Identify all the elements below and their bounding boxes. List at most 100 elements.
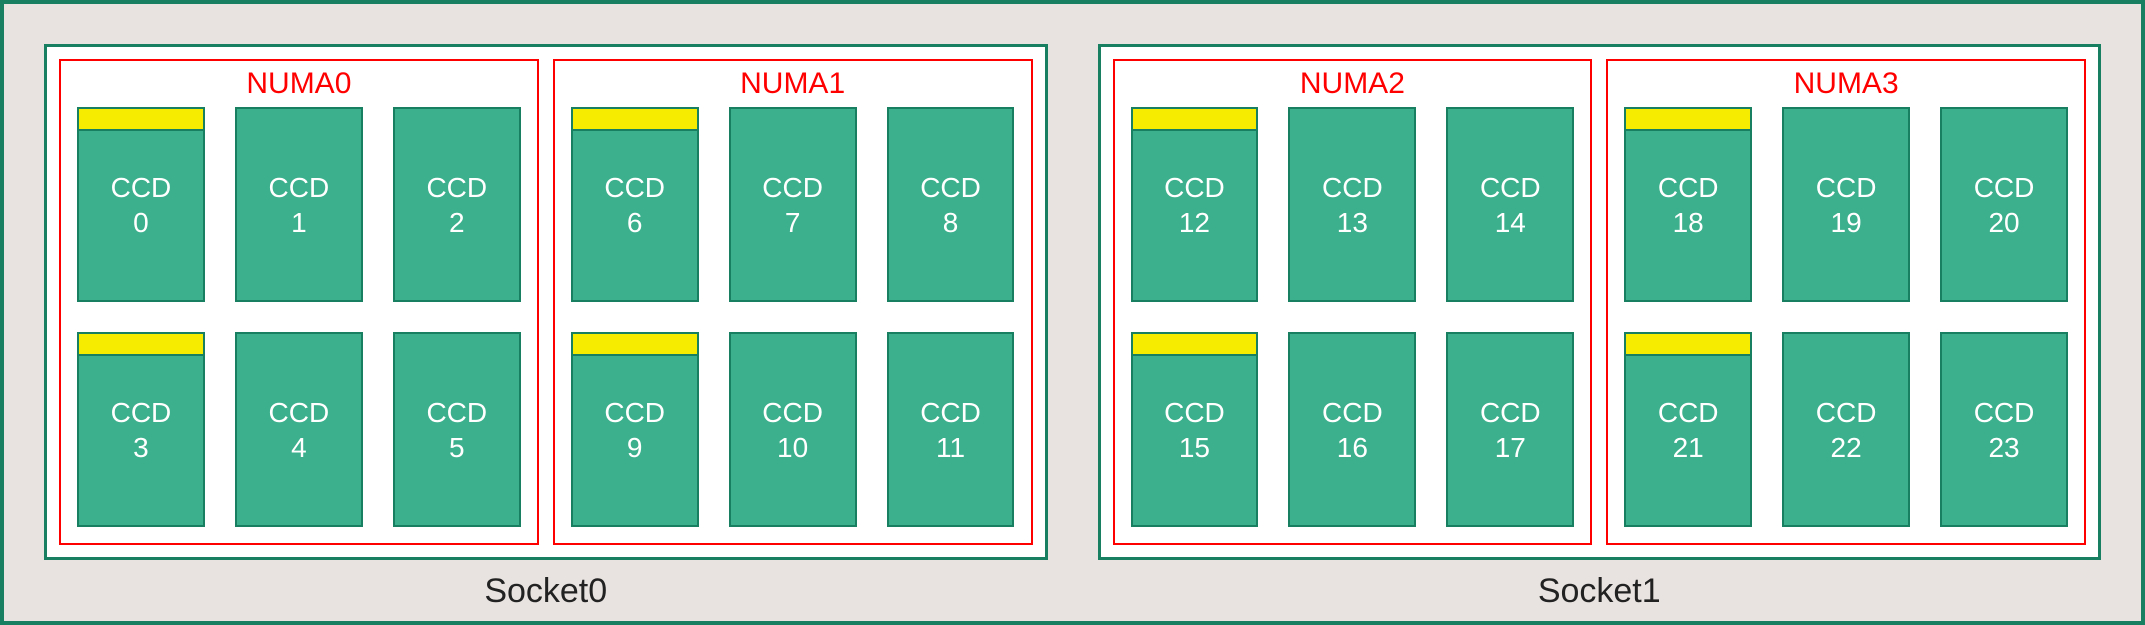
ccd-label: CCD2 [426, 170, 487, 240]
ccd-block: CCD12 [1131, 107, 1259, 302]
ccd-id: 21 [1658, 430, 1719, 465]
ccd-id: 19 [1816, 205, 1877, 240]
ccd-block: CCD23 [1940, 332, 2068, 527]
ccd-id: 16 [1322, 430, 1383, 465]
ccd-block: CCD20 [1940, 107, 2068, 302]
ccd-label: CCD11 [920, 395, 981, 465]
ccd-label: CCD8 [920, 170, 981, 240]
ccd-prefix: CCD [920, 170, 981, 205]
ccd-prefix: CCD [762, 395, 823, 430]
ccd-prefix: CCD [920, 395, 981, 430]
ccd-label: CCD16 [1322, 395, 1383, 465]
ccd-highlight-bar [1626, 109, 1750, 131]
ccd-block: CCD18 [1624, 107, 1752, 302]
ccd-prefix: CCD [604, 395, 665, 430]
ccd-block: CCD21 [1624, 332, 1752, 527]
ccd-prefix: CCD [269, 395, 330, 430]
ccd-prefix: CCD [1164, 395, 1225, 430]
ccd-id: 15 [1164, 430, 1225, 465]
ccd-prefix: CCD [1164, 170, 1225, 205]
ccd-prefix: CCD [111, 170, 172, 205]
ccd-prefix: CCD [426, 170, 487, 205]
ccd-label: CCD17 [1480, 395, 1541, 465]
ccd-label: CCD7 [762, 170, 823, 240]
ccd-block: CCD1 [235, 107, 363, 302]
ccd-prefix: CCD [604, 170, 665, 205]
numa-node: NUMA3CCD18CCD19CCD20CCD21CCD22CCD23 [1606, 59, 2086, 545]
ccd-label: CCD22 [1816, 395, 1877, 465]
numa-node: NUMA1CCD6CCD7CCD8CCD9CCD10CCD11 [553, 59, 1033, 545]
ccd-block: CCD15 [1131, 332, 1259, 527]
ccd-grid: CCD0CCD1CCD2CCD3CCD4CCD5 [77, 107, 521, 527]
ccd-id: 18 [1658, 205, 1719, 240]
ccd-id: 11 [920, 430, 981, 465]
ccd-block: CCD19 [1782, 107, 1910, 302]
ccd-prefix: CCD [1974, 170, 2035, 205]
ccd-id: 22 [1816, 430, 1877, 465]
ccd-prefix: CCD [1322, 395, 1383, 430]
ccd-label: CCD9 [604, 395, 665, 465]
ccd-id: 20 [1974, 205, 2035, 240]
ccd-id: 2 [426, 205, 487, 240]
ccd-prefix: CCD [1322, 170, 1383, 205]
ccd-id: 12 [1164, 205, 1225, 240]
ccd-block: CCD2 [393, 107, 521, 302]
ccd-highlight-bar [79, 109, 203, 131]
ccd-label: CCD13 [1322, 170, 1383, 240]
ccd-label: CCD4 [269, 395, 330, 465]
ccd-highlight-bar [1626, 334, 1750, 356]
diagram-canvas: NUMA0CCD0CCD1CCD2CCD3CCD4CCD5NUMA1CCD6CC… [0, 0, 2145, 625]
ccd-label: CCD20 [1974, 170, 2035, 240]
ccd-prefix: CCD [426, 395, 487, 430]
ccd-id: 14 [1480, 205, 1541, 240]
ccd-label: CCD6 [604, 170, 665, 240]
ccd-block: CCD7 [729, 107, 857, 302]
ccd-prefix: CCD [111, 395, 172, 430]
numa-title: NUMA2 [1131, 67, 1575, 101]
socket-label: Socket1 [1098, 560, 2102, 611]
ccd-id: 6 [604, 205, 665, 240]
ccd-prefix: CCD [762, 170, 823, 205]
ccd-highlight-bar [79, 334, 203, 356]
ccd-block: CCD22 [1782, 332, 1910, 527]
ccd-prefix: CCD [1480, 395, 1541, 430]
ccd-id: 8 [920, 205, 981, 240]
ccd-prefix: CCD [1974, 395, 2035, 430]
ccd-block: CCD3 [77, 332, 205, 527]
ccd-id: 4 [269, 430, 330, 465]
numa-title: NUMA3 [1624, 67, 2068, 101]
ccd-highlight-bar [573, 334, 697, 356]
ccd-label: CCD0 [111, 170, 172, 240]
ccd-label: CCD1 [269, 170, 330, 240]
ccd-block: CCD11 [887, 332, 1015, 527]
ccd-highlight-bar [1133, 334, 1257, 356]
socket-wrap: NUMA0CCD0CCD1CCD2CCD3CCD4CCD5NUMA1CCD6CC… [44, 44, 1048, 611]
ccd-block: CCD14 [1446, 107, 1574, 302]
ccd-label: CCD10 [762, 395, 823, 465]
socket: NUMA0CCD0CCD1CCD2CCD3CCD4CCD5NUMA1CCD6CC… [44, 44, 1048, 560]
ccd-id: 13 [1322, 205, 1383, 240]
ccd-id: 5 [426, 430, 487, 465]
ccd-id: 17 [1480, 430, 1541, 465]
ccd-prefix: CCD [269, 170, 330, 205]
ccd-label: CCD12 [1164, 170, 1225, 240]
ccd-id: 23 [1974, 430, 2035, 465]
ccd-highlight-bar [1133, 109, 1257, 131]
ccd-highlight-bar [573, 109, 697, 131]
ccd-label: CCD5 [426, 395, 487, 465]
socket: NUMA2CCD12CCD13CCD14CCD15CCD16CCD17NUMA3… [1098, 44, 2102, 560]
ccd-block: CCD5 [393, 332, 521, 527]
ccd-prefix: CCD [1480, 170, 1541, 205]
ccd-label: CCD21 [1658, 395, 1719, 465]
numa-node: NUMA2CCD12CCD13CCD14CCD15CCD16CCD17 [1113, 59, 1593, 545]
ccd-block: CCD10 [729, 332, 857, 527]
socket-wrap: NUMA2CCD12CCD13CCD14CCD15CCD16CCD17NUMA3… [1098, 44, 2102, 611]
ccd-grid: CCD18CCD19CCD20CCD21CCD22CCD23 [1624, 107, 2068, 527]
ccd-label: CCD3 [111, 395, 172, 465]
ccd-grid: CCD12CCD13CCD14CCD15CCD16CCD17 [1131, 107, 1575, 527]
ccd-label: CCD19 [1816, 170, 1877, 240]
numa-title: NUMA1 [571, 67, 1015, 101]
ccd-block: CCD13 [1288, 107, 1416, 302]
numa-node: NUMA0CCD0CCD1CCD2CCD3CCD4CCD5 [59, 59, 539, 545]
numa-title: NUMA0 [77, 67, 521, 101]
